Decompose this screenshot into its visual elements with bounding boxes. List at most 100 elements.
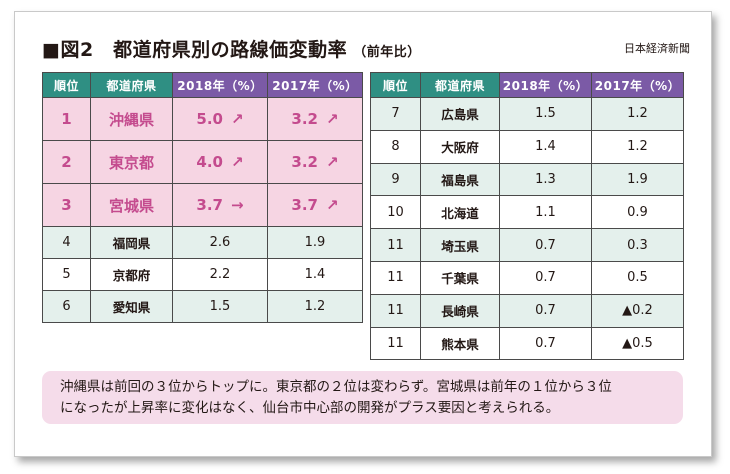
value-2018-cell-value: 1.4 [535, 139, 556, 155]
prefecture-cell-value: 東京都 [108, 153, 154, 172]
rank-cell-value: 7 [391, 106, 400, 122]
trend-arrow-icon: ↗ [326, 110, 339, 128]
table-row: 8 大阪府 1.4 1.2 [370, 129, 684, 164]
prefecture-cell: 熊本県 [420, 326, 500, 361]
value-2017-cell: 1.9 [591, 162, 684, 197]
right-table-body: 7 広島県 1.5 1.2 8 大阪府 1.4 1.2 9 福島県 1.3 1.9 10 北海道 1.1 0.… [370, 97, 684, 361]
value-2017-cell: ▲0.5 [591, 326, 684, 361]
prefecture-cell: 大阪府 [420, 129, 500, 164]
value-2017-cell-value: 1.4 [304, 267, 326, 282]
table-row: 2 東京都 4.0 ↗ 3.2 ↗ [42, 140, 363, 184]
header-2018: 2018年（%） [499, 72, 592, 98]
prefecture-cell-value: 北海道 [441, 205, 479, 221]
value-2018-cell-value: 1.3 [535, 171, 556, 187]
rank-cell-value: 5 [62, 267, 71, 282]
title-subtitle: （前年比） [353, 45, 421, 60]
rank-cell-value: 11 [387, 335, 404, 351]
value-2018-cell: 1.5 [499, 97, 592, 131]
prefecture-cell-value: 福島県 [441, 172, 479, 188]
value-2017-cell: 1.4 [267, 258, 363, 291]
table-row: 3 宮城県 3.7 → 3.7 ↗ [42, 183, 363, 227]
table-row: 11 長崎県 0.7 ▲0.2 [370, 293, 684, 328]
ranking-table-left: 順位 都道府県 2018年（%） 2017年（%） 1 沖縄県 5.0 ↗ 3.2 ↗ 2 東… [42, 72, 363, 323]
note-line-1: 沖縄県は前回の３位からトップに。東京都の２位は変わらず。宮城県は前年の１位から３… [60, 379, 612, 395]
table-header-row: 順位 都道府県 2018年（%） 2017年（%） [370, 72, 684, 98]
rank-cell-value: 11 [387, 237, 404, 253]
header-prefecture: 都道府県 [420, 72, 500, 98]
value-2018-cell: 0.7 [499, 326, 592, 361]
prefecture-cell-value: 大阪府 [441, 140, 479, 156]
rank-cell-value: 2 [61, 153, 72, 171]
commentary-note: 沖縄県は前回の３位からトップに。東京都の２位は変わらず。宮城県は前年の１位から３… [42, 371, 683, 424]
rank-cell-value: 11 [387, 270, 404, 286]
value-2018-cell: 2.6 [172, 226, 268, 259]
value-2017-cell-value: 0.3 [627, 237, 648, 253]
value-2018-cell: 3.7 → [172, 183, 268, 227]
value-2017-cell-value: 0.5 [627, 270, 648, 286]
value-2018-cell: 1.1 [499, 195, 592, 230]
header-2018: 2018年（%） [172, 72, 268, 98]
value-2018-cell-value: 0.7 [535, 303, 556, 319]
value-2017-cell: 1.9 [267, 226, 363, 259]
trend-arrow-icon: ↗ [326, 153, 339, 171]
prefecture-cell-value: 熊本県 [441, 336, 479, 352]
value-2017-cell-value: 3.2 [291, 110, 318, 128]
prefecture-cell-value: 京都府 [112, 268, 151, 283]
table-row: 9 福島県 1.3 1.9 [370, 162, 684, 197]
value-2017-cell: ▲0.2 [591, 293, 684, 328]
prefecture-cell: 広島県 [420, 97, 500, 131]
value-2017-cell: 0.3 [591, 228, 684, 262]
rank-cell: 1 [42, 97, 91, 141]
header-rank: 順位 [370, 72, 421, 98]
value-2018-cell-value: 0.7 [535, 335, 556, 351]
value-2017-cell: 1.2 [591, 129, 684, 164]
value-2017-cell: 3.2 ↗ [267, 97, 363, 141]
prefecture-cell-value: 千葉県 [441, 271, 479, 287]
rank-cell-value: 10 [387, 204, 404, 220]
rank-cell: 11 [370, 260, 421, 295]
prefecture-cell: 東京都 [90, 140, 173, 184]
value-2018-cell-value: 2.2 [209, 267, 231, 282]
prefecture-cell-value: 愛知県 [112, 300, 151, 315]
rank-cell: 7 [370, 97, 421, 131]
value-2018-cell-value: 0.7 [535, 237, 556, 253]
rank-cell-value: 3 [61, 196, 72, 214]
value-2018-cell-value: 1.5 [209, 299, 231, 314]
table-row: 11 千葉県 0.7 0.5 [370, 260, 684, 295]
value-2017-cell-value: 0.9 [627, 204, 648, 220]
rank-cell-value: 9 [391, 171, 400, 187]
table-header-row: 順位 都道府県 2018年（%） 2017年（%） [42, 72, 363, 98]
rank-cell-value: 4 [62, 235, 71, 250]
value-2017-cell-value: 1.2 [304, 299, 326, 314]
value-2017-cell-value: 1.9 [304, 235, 326, 250]
value-2017-cell-value: 3.2 [291, 153, 318, 171]
rank-cell: 11 [370, 293, 421, 328]
prefecture-cell-value: 福岡県 [112, 236, 151, 251]
prefecture-cell: 北海道 [420, 195, 500, 230]
ranking-table-right: 順位 都道府県 2018年（%） 2017年（%） 7 広島県 1.5 1.2 8 大阪府… [370, 72, 684, 361]
prefecture-cell: 福島県 [420, 162, 500, 197]
figure-title: ■図2 都道府県別の路線価変動率 （前年比） [42, 35, 421, 62]
header-2017: 2017年（%） [267, 72, 363, 98]
value-2017-cell: 0.9 [591, 195, 684, 230]
prefecture-cell: 長崎県 [420, 293, 500, 328]
value-2018-cell: 5.0 ↗ [172, 97, 268, 141]
prefecture-cell-value: 埼玉県 [441, 238, 479, 254]
prefecture-cell-value: 広島県 [441, 107, 479, 123]
trend-arrow-icon: ↗ [326, 196, 339, 214]
table-row: 6 愛知県 1.5 1.2 [42, 290, 363, 323]
prefecture-cell-value: 宮城県 [108, 196, 154, 215]
rank-cell: 9 [370, 162, 421, 197]
rank-cell-value: 8 [391, 139, 400, 155]
rank-cell: 3 [42, 183, 91, 227]
table-row: 4 福岡県 2.6 1.9 [42, 226, 363, 259]
value-2018-cell-value: 2.6 [209, 235, 231, 250]
value-2017-cell: 3.2 ↗ [267, 140, 363, 184]
value-2018-cell-value: 1.5 [535, 106, 556, 122]
rank-cell-value: 11 [387, 303, 404, 319]
rank-cell: 4 [42, 226, 91, 259]
rank-cell: 11 [370, 326, 421, 361]
rank-cell: 8 [370, 129, 421, 164]
value-2018-cell-value: 3.7 [196, 196, 223, 214]
header-2017: 2017年（%） [591, 72, 684, 98]
